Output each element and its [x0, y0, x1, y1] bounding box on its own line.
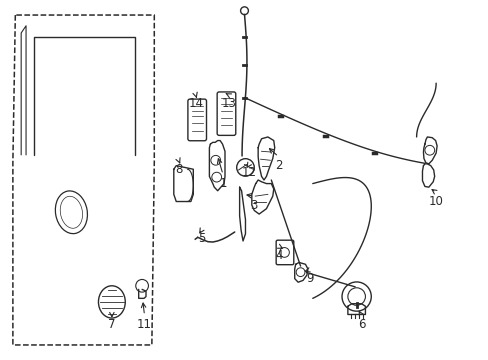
Text: 6: 6 [357, 318, 365, 331]
Text: 1: 1 [219, 177, 226, 190]
Text: 8: 8 [175, 163, 182, 176]
Text: 9: 9 [306, 272, 313, 285]
Text: 5: 5 [198, 231, 205, 244]
Text: 13: 13 [221, 98, 236, 111]
Text: 10: 10 [428, 195, 443, 208]
Text: 4: 4 [274, 249, 282, 262]
Text: 2: 2 [274, 159, 282, 172]
Text: 12: 12 [242, 166, 256, 179]
Text: 14: 14 [188, 98, 203, 111]
Text: 7: 7 [108, 318, 115, 331]
Text: 3: 3 [250, 199, 257, 212]
Text: 11: 11 [137, 318, 152, 331]
